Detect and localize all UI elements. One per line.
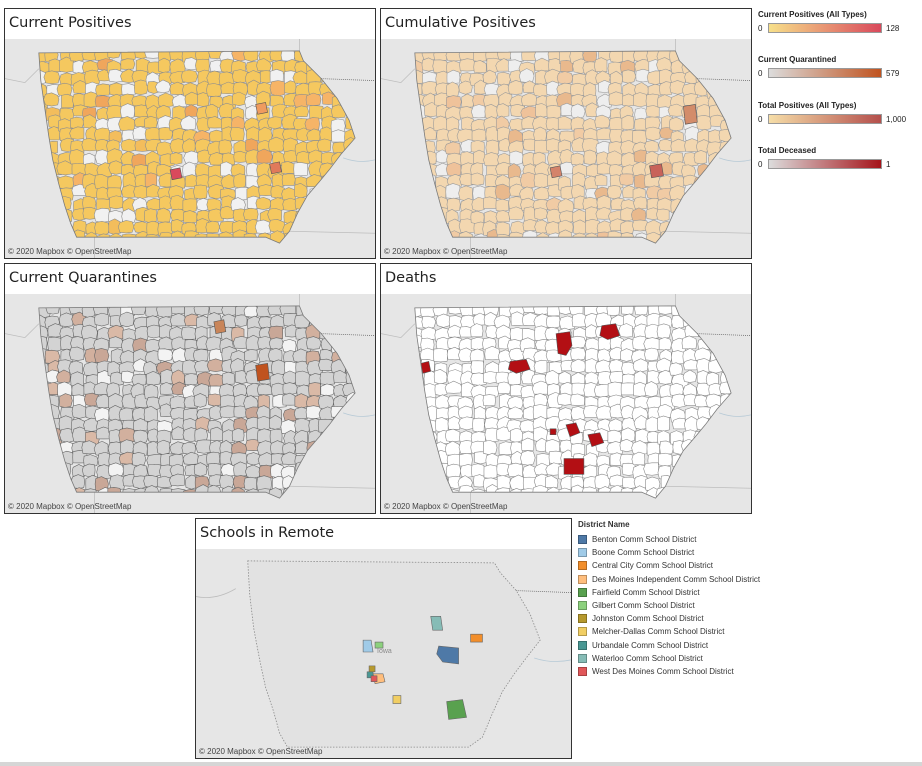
legend-swatch <box>578 640 587 650</box>
legend-label: Fairfield Comm School District <box>592 587 700 597</box>
legend-swatch <box>578 548 587 558</box>
district-legend: District Name Benton Comm School Distric… <box>578 520 760 678</box>
legend-total-deceased: Total Deceased 0 1 <box>758 146 918 171</box>
legend-label: Melcher-Dallas Comm School District <box>592 627 725 637</box>
remote-district-shape[interactable] <box>362 639 374 653</box>
panel-title: Schools in Remote <box>200 525 335 541</box>
legend-max: 128 <box>886 24 900 33</box>
map-attribution: © 2020 Mapbox © OpenStreetMap <box>384 502 508 511</box>
remote-district-shape[interactable] <box>392 695 402 704</box>
district-legend-item[interactable]: Des Moines Independent Comm School Distr… <box>578 573 760 586</box>
map-current-quarantines[interactable] <box>5 294 375 513</box>
remote-district-shape[interactable] <box>436 645 459 665</box>
legend-gradient-bar <box>768 114 882 124</box>
remote-district-shape[interactable] <box>368 665 376 673</box>
panel-schools-remote: Schools in Remote Iowa © 2020 Mapbox © O… <box>195 518 572 759</box>
remote-district-shape[interactable] <box>446 699 467 720</box>
district-legend-item[interactable]: Melcher-Dallas Comm School District <box>578 625 760 638</box>
page-bottom-strip <box>0 762 922 766</box>
district-legend-title: District Name <box>578 520 630 529</box>
panel-deaths: Deaths © 2020 Mapbox © OpenStreetMap <box>380 263 752 514</box>
legend-max: 579 <box>886 69 900 78</box>
legend-current-positives: Current Positives (All Types) 0 128 <box>758 10 918 35</box>
legend-min: 0 <box>758 160 763 169</box>
district-legend-item[interactable]: Waterloo Comm School District <box>578 652 760 665</box>
legend-title: Total Positives (All Types) <box>758 101 857 110</box>
legend-min: 0 <box>758 115 763 124</box>
panel-title: Cumulative Positives <box>385 15 536 31</box>
map-deaths[interactable] <box>381 294 751 513</box>
legend-swatch <box>578 574 587 584</box>
map-current-positives[interactable] <box>5 39 375 258</box>
legend-label: Benton Comm School District <box>592 535 697 545</box>
map-attribution: © 2020 Mapbox © OpenStreetMap <box>8 502 132 511</box>
panel-cumulative-positives: Cumulative Positives © 2020 Mapbox © Ope… <box>380 8 752 259</box>
legend-title: Total Deceased <box>758 146 817 155</box>
remote-district-shape[interactable] <box>470 633 483 643</box>
legend-swatch <box>578 666 587 676</box>
district-legend-item[interactable]: Johnston Comm School District <box>578 612 760 625</box>
legend-swatch <box>578 614 587 624</box>
map-attribution: © 2020 Mapbox © OpenStreetMap <box>384 247 508 256</box>
legend-max: 1,000 <box>886 115 907 124</box>
map-cumulative-positives[interactable] <box>381 39 751 258</box>
panel-title: Current Positives <box>9 15 132 31</box>
legend-current-quarantined: Current Quarantined 0 579 <box>758 55 918 80</box>
district-legend-item[interactable]: West Des Moines Comm School District <box>578 665 760 678</box>
district-legend-item[interactable]: Central City Comm School District <box>578 559 760 572</box>
iowa-districts-map[interactable] <box>5 39 375 258</box>
legend-gradient-bar <box>768 23 882 33</box>
remote-district-shape[interactable] <box>430 616 444 631</box>
legend-swatch <box>578 587 587 597</box>
map-attribution: © 2020 Mapbox © OpenStreetMap <box>8 247 132 256</box>
legend-title: Current Quarantined <box>758 55 837 64</box>
legend-swatch <box>578 627 587 637</box>
district-legend-item[interactable]: Benton Comm School District <box>578 533 760 546</box>
remote-district-shape[interactable] <box>374 641 384 649</box>
legend-swatch <box>578 561 587 571</box>
legend-swatch <box>578 601 587 611</box>
iowa-districts-map[interactable] <box>381 39 751 258</box>
district-legend-item[interactable]: Gilbert Comm School District <box>578 599 760 612</box>
legend-gradient-bar <box>768 159 882 169</box>
legend-label: Central City Comm School District <box>592 561 713 571</box>
district-legend-item[interactable]: Fairfield Comm School District <box>578 586 760 599</box>
iowa-districts-map[interactable] <box>381 294 751 513</box>
panel-title: Current Quarantines <box>9 270 157 286</box>
legend-label: Gilbert Comm School District <box>592 601 695 611</box>
legend-label: West Des Moines Comm School District <box>592 666 734 676</box>
legend-title: Current Positives (All Types) <box>758 10 867 19</box>
legend-label: Johnston Comm School District <box>592 614 704 624</box>
panel-title: Deaths <box>385 270 437 286</box>
panel-current-quarantines: Current Quarantines © 2020 Mapbox © Open… <box>4 263 376 514</box>
legend-gradient-bar <box>768 68 882 78</box>
legend-min: 0 <box>758 69 763 78</box>
legend-total-positives: Total Positives (All Types) 0 1,000 <box>758 101 922 126</box>
legend-max: 1 <box>886 160 891 169</box>
district-legend-item[interactable]: Boone Comm School District <box>578 546 760 559</box>
legend-swatch <box>578 653 587 663</box>
legend-label: Boone Comm School District <box>592 548 695 558</box>
legend-label: Urbandale Comm School District <box>592 640 709 650</box>
map-schools-remote[interactable]: Iowa <box>196 549 571 758</box>
remote-district-shape[interactable] <box>370 675 378 683</box>
panel-current-positives: Current Positives © 2020 Mapbox © OpenSt… <box>4 8 376 259</box>
legend-min: 0 <box>758 24 763 33</box>
district-legend-item[interactable]: Urbandale Comm School District <box>578 639 760 652</box>
iowa-remote-schools-map[interactable]: Iowa <box>196 549 571 758</box>
legend-swatch <box>578 535 587 545</box>
legend-label: Waterloo Comm School District <box>592 653 703 663</box>
legend-label: Des Moines Independent Comm School Distr… <box>592 574 761 584</box>
map-attribution: © 2020 Mapbox © OpenStreetMap <box>199 747 323 756</box>
map-state-label: Iowa <box>377 648 392 655</box>
iowa-districts-map[interactable] <box>5 294 375 513</box>
